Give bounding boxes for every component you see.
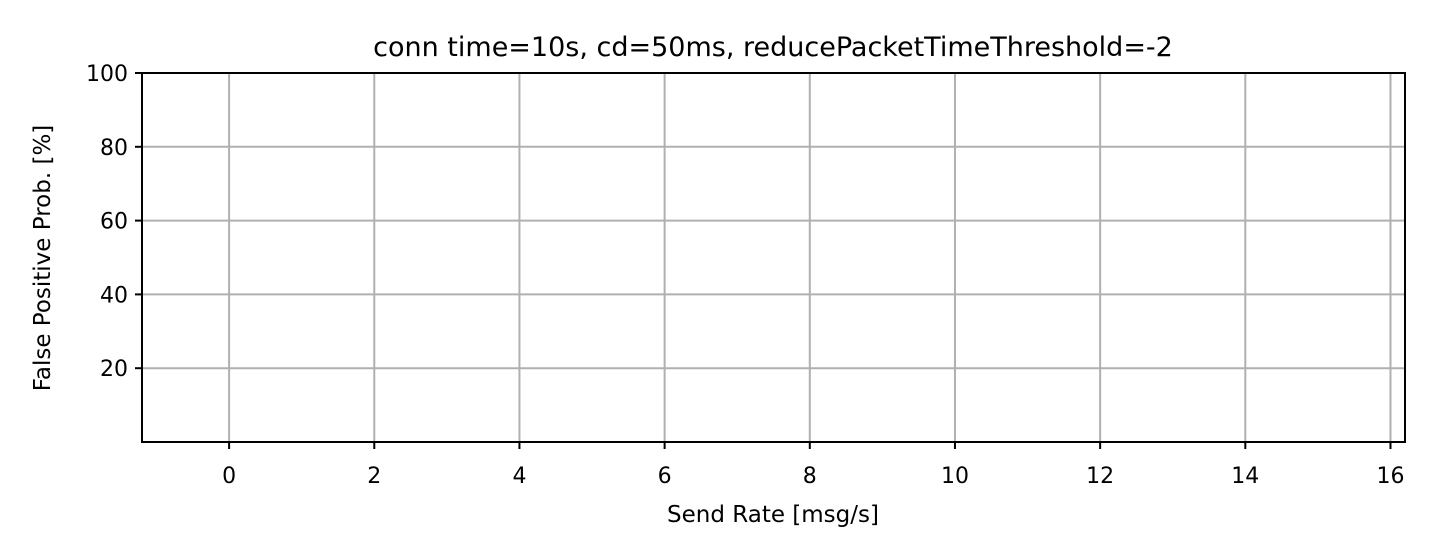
x-tick-label: 16 [1376,464,1404,489]
x-tick-label: 12 [1086,464,1114,489]
x-tick-label: 6 [658,464,672,489]
y-tick-label: 40 [100,283,128,308]
x-tick-label: 8 [803,464,817,489]
x-tick-label: 2 [367,464,381,489]
plot-frame [141,72,1406,443]
chart-title: conn time=10s, cd=50ms, reducePacketTime… [373,32,1173,63]
x-tick-label: 4 [512,464,526,489]
y-axis-label: False Positive Prob. [%] [30,125,56,392]
x-tick-label: 10 [941,464,969,489]
y-axis-ticks: 20 40 60 80 100 [86,62,142,382]
y-tick-label: 20 [100,357,128,382]
y-tick-label: 60 [100,210,128,235]
x-tick-label: 14 [1231,464,1259,489]
y-tick-label: 100 [86,62,128,87]
y-tick-label: 80 [100,136,128,161]
x-tick-label: 0 [222,464,236,489]
x-axis-label: Send Rate [msg/s] [667,502,879,528]
x-axis-ticks: 0 2 4 6 8 10 12 14 16 [222,442,1404,489]
